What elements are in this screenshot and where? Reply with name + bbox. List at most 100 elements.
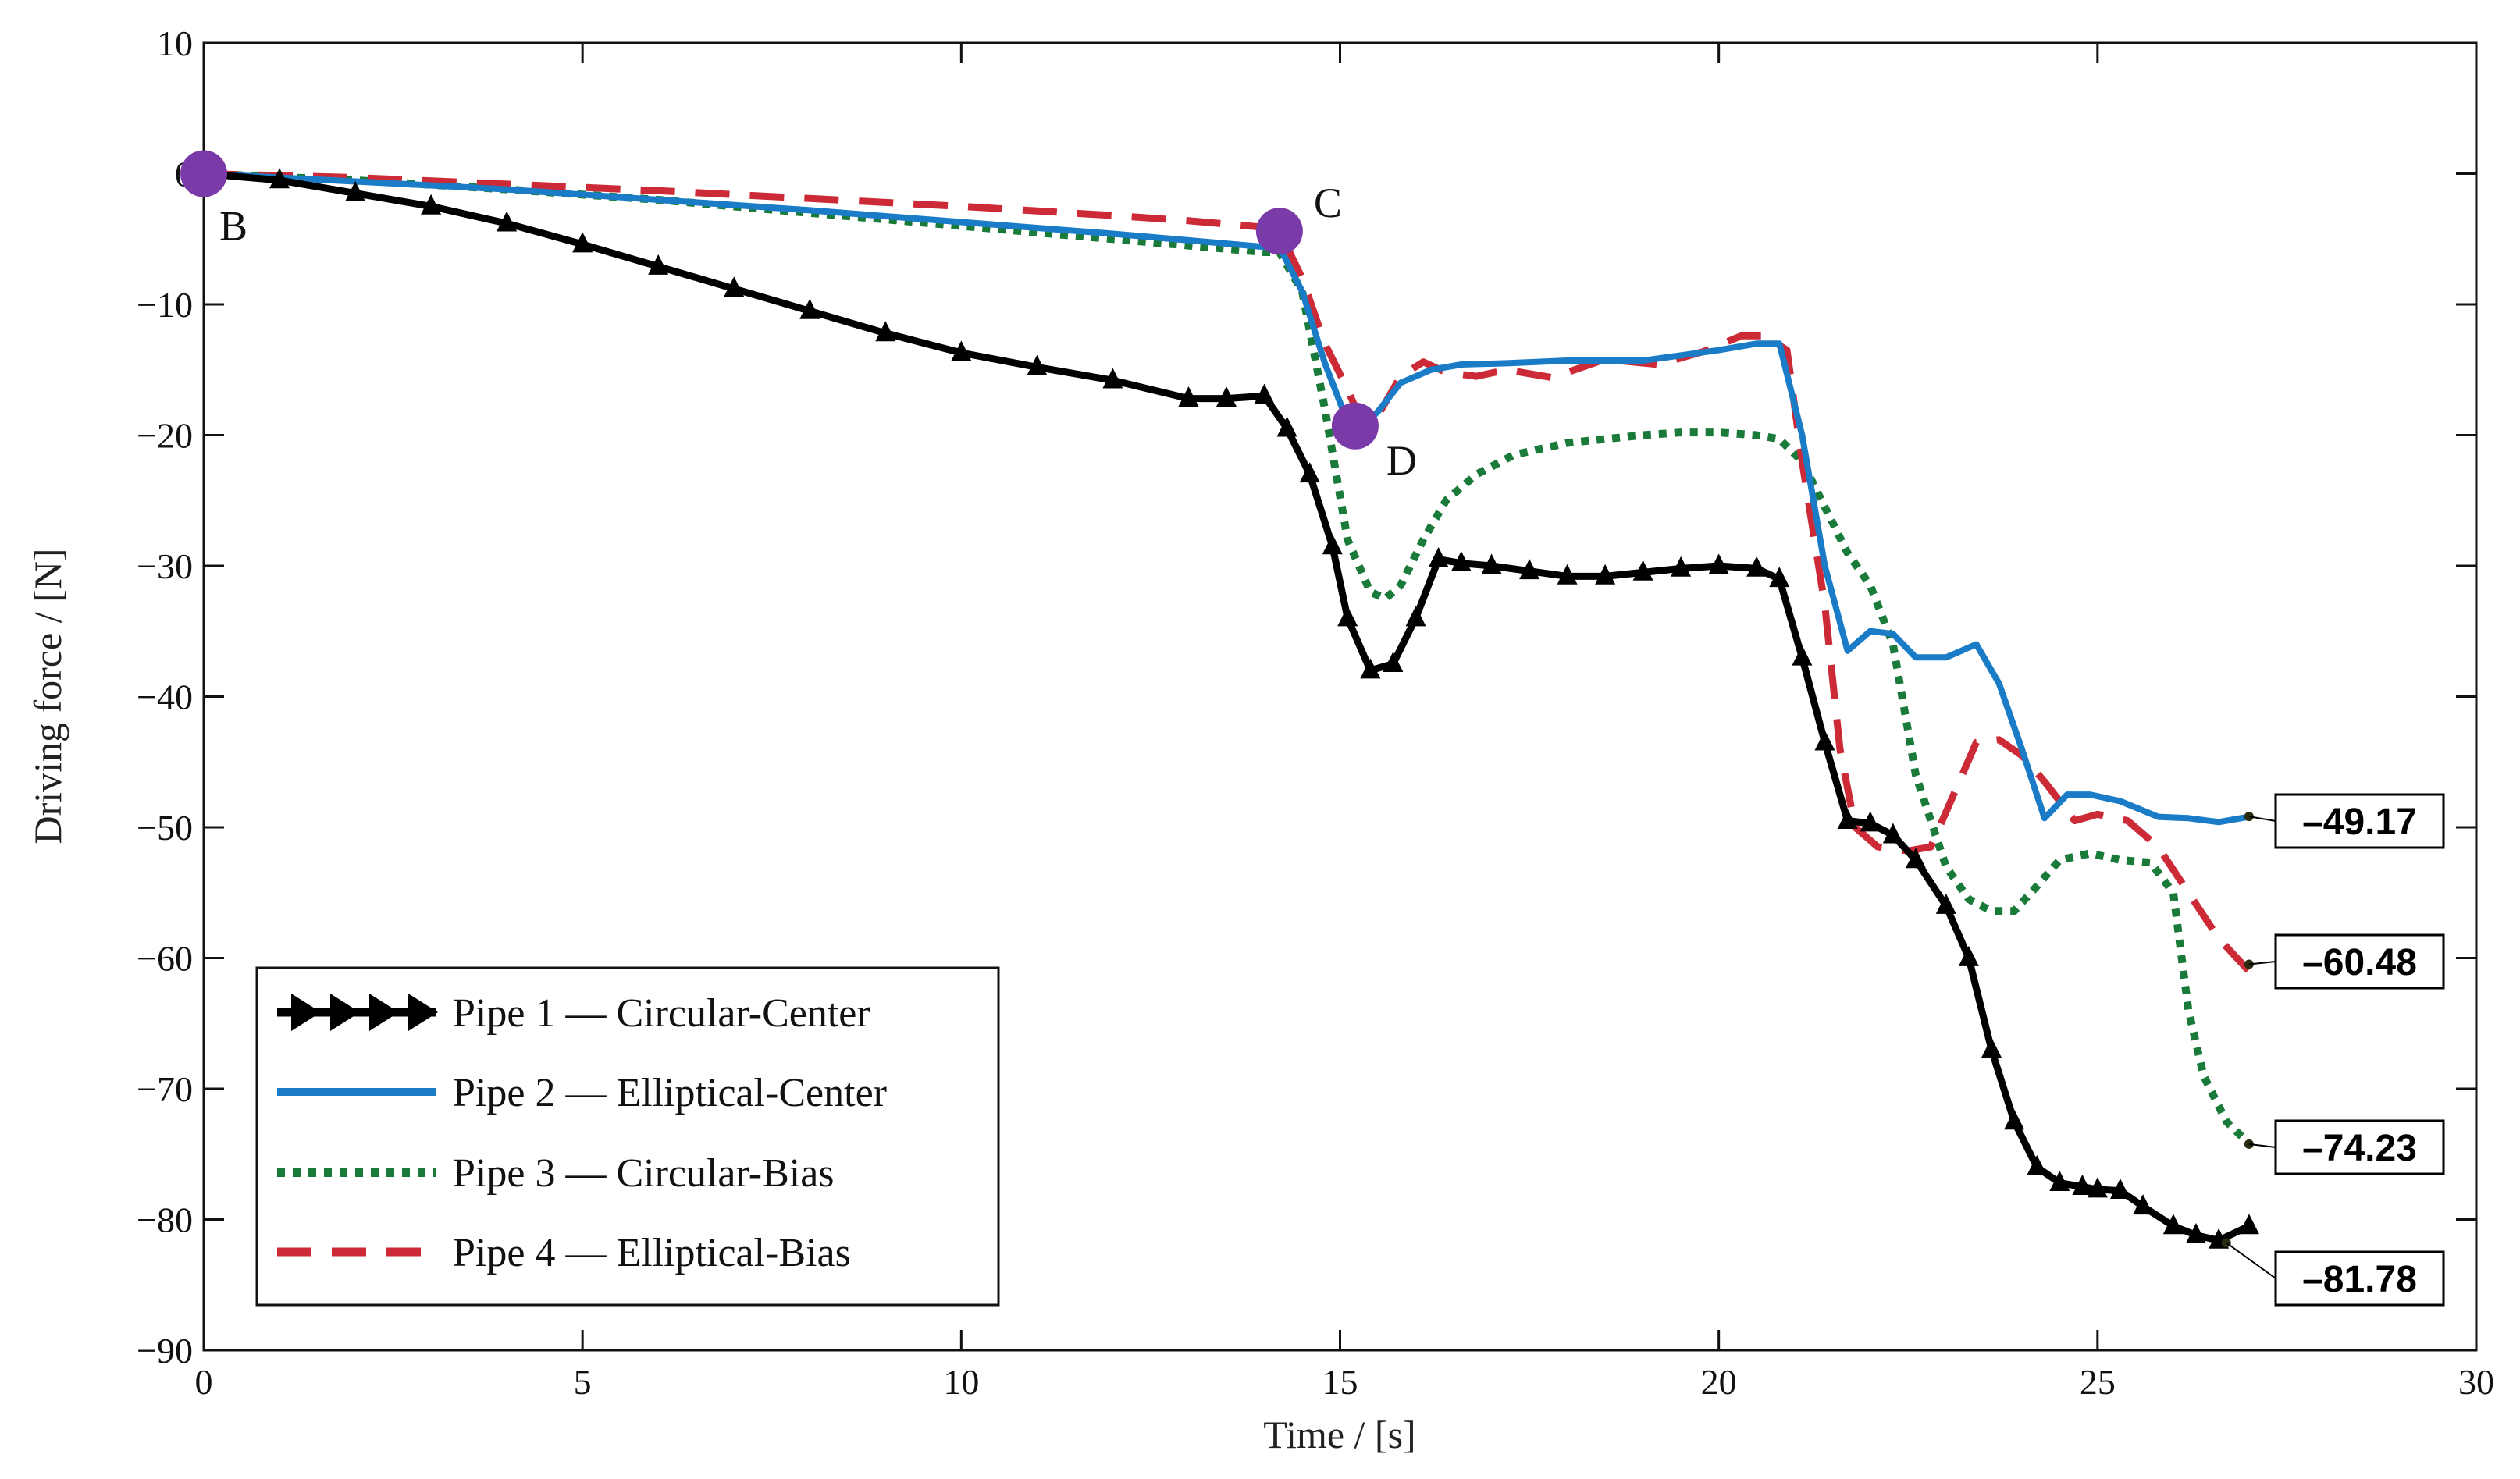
legend: Pipe 1 — Circular-Center Pipe 2 — Ellipti… — [255, 966, 1000, 1307]
series-line-pipe-3 — [203, 169, 2252, 1147]
annotation-layer: B C D –49.17 –60.48 –74.23 –81.78 — [180, 150, 2445, 1307]
triangle-marker — [1814, 730, 1835, 751]
triangle-marker — [421, 194, 442, 215]
series-line-pipe-4 — [203, 170, 2252, 974]
legend-triangle-marker — [408, 994, 438, 1031]
triangle-marker — [1299, 462, 1320, 483]
triangle-marker — [345, 181, 366, 202]
x-tick-label: 30 — [2458, 1362, 2494, 1402]
triangle-marker — [2072, 1175, 2093, 1196]
end-label-box — [2274, 1119, 2445, 1175]
end-label-leader — [2248, 961, 2276, 965]
triangle-marker — [2049, 1171, 2070, 1191]
end-value-label: –49.17 — [2302, 802, 2417, 843]
x-tick-label: 5 — [574, 1362, 592, 1402]
series-line-pipe-2 — [203, 170, 2250, 826]
triangle-marker — [1981, 1037, 2002, 1058]
triangle-marker — [1276, 416, 1297, 437]
triangle-marker — [1102, 368, 1123, 389]
legend-label-pipe-4: Pipe 4 — Elliptical-Bias — [453, 1231, 851, 1275]
y-tick-label: −70 — [137, 1069, 193, 1109]
end-value-label: –81.78 — [2302, 1259, 2417, 1300]
point-label-D: D — [1386, 437, 1417, 484]
triangle-marker — [724, 276, 745, 297]
triangle-marker — [2238, 1214, 2259, 1235]
triangle-marker — [572, 232, 593, 253]
legend-box — [255, 966, 1000, 1307]
triangle-marker — [2004, 1109, 2025, 1130]
legend-triangle-marker — [330, 994, 360, 1031]
triangle-marker — [2027, 1154, 2048, 1175]
y-tick-label: −80 — [137, 1200, 193, 1240]
triangle-marker — [1882, 823, 1903, 844]
point-marker-D — [1331, 402, 1379, 450]
triangle-marker — [1837, 809, 1858, 830]
point-label-B: B — [219, 203, 247, 250]
triangle-marker — [1632, 560, 1653, 581]
triangle-marker — [1322, 534, 1343, 555]
end-value-label: –74.23 — [2302, 1128, 2417, 1169]
triangle-marker — [799, 298, 820, 319]
triangle-marker — [1557, 564, 1578, 585]
triangle-marker — [1178, 386, 1199, 407]
end-label-leader — [2248, 1143, 2276, 1148]
triangle-marker — [1792, 645, 1813, 666]
triangle-marker — [2162, 1214, 2184, 1235]
triangle-marker — [1254, 383, 1275, 404]
triangle-marker — [1450, 551, 1472, 572]
end-label-leader — [2248, 816, 2276, 822]
y-tick-label: −30 — [137, 546, 193, 586]
triangle-marker — [1383, 652, 1404, 673]
y-tick-label: −60 — [137, 939, 193, 979]
triangle-marker — [2185, 1223, 2206, 1243]
triangle-marker — [2109, 1179, 2130, 1200]
legend-triangle-marker — [369, 994, 399, 1031]
triangle-marker — [497, 211, 518, 232]
triangle-marker — [2133, 1194, 2154, 1215]
x-tick-label: 15 — [1322, 1362, 1358, 1402]
triangle-marker — [1769, 567, 1790, 588]
point-marker-C — [1255, 208, 1303, 255]
triangle-marker — [1216, 386, 1237, 407]
y-tick-label: −40 — [137, 677, 193, 717]
triangle-marker — [648, 254, 669, 275]
series-layer — [203, 168, 2259, 1249]
triangle-marker — [269, 168, 290, 189]
end-label-box — [2274, 933, 2445, 990]
triangle-marker — [1746, 556, 1767, 577]
y-tick-label: −50 — [137, 808, 193, 848]
triangle-marker — [1905, 848, 1926, 869]
triangle-marker — [1360, 658, 1381, 679]
x-tick-label: 25 — [2080, 1362, 2116, 1402]
triangle-marker — [875, 321, 896, 342]
y-tick-label: −20 — [137, 416, 193, 456]
x-tick-label: 0 — [195, 1362, 213, 1402]
triangle-marker — [1519, 559, 1540, 580]
triangle-marker — [2087, 1177, 2108, 1198]
triangle-marker — [1027, 354, 1048, 375]
triangle-marker — [1958, 945, 1979, 966]
point-label-C: C — [1314, 180, 1342, 226]
triangle-marker — [1935, 893, 1956, 914]
axis-ticks: 051015202530100−10−20−30−40−50−60−70−80−… — [137, 23, 2494, 1402]
triangle-marker — [1428, 547, 1449, 568]
x-tick-label: 20 — [1701, 1362, 1737, 1402]
triangle-marker — [1708, 553, 1729, 574]
y-tick-label: −90 — [137, 1331, 193, 1371]
legend-triangle-marker — [291, 994, 321, 1031]
triangle-marker — [1671, 556, 1692, 577]
triangle-marker — [1337, 606, 1358, 627]
x-tick-label: 10 — [943, 1362, 979, 1402]
x-axis-title: Time / [s] — [1263, 1413, 1415, 1456]
end-label-leader — [2226, 1242, 2276, 1279]
triangle-marker — [1405, 606, 1426, 627]
triangle-marker — [1860, 811, 1881, 832]
triangle-marker — [1595, 564, 1616, 585]
point-marker-B — [180, 150, 227, 197]
end-value-label: –60.48 — [2302, 942, 2417, 983]
end-label-box — [2274, 793, 2445, 849]
y-axis-title: Driving force / [N] — [26, 548, 69, 844]
triangle-marker — [1481, 553, 1502, 574]
legend-label-pipe-3: Pipe 3 — Circular-Bias — [453, 1151, 835, 1196]
